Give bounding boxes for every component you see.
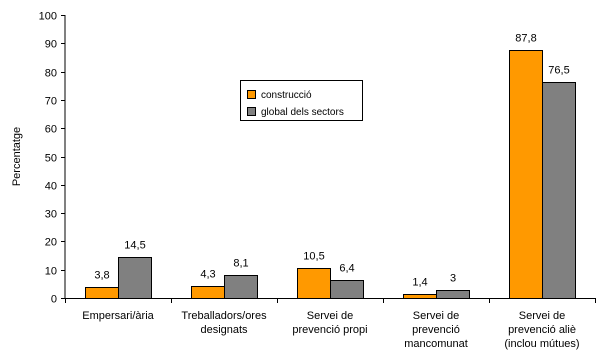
x-tick-label-line: (inclou mútues) [504, 338, 579, 350]
x-tick-label-line: Servei de [413, 310, 459, 322]
data-label: 3,8 [94, 270, 109, 282]
data-label: 3 [450, 273, 456, 285]
x-tick-label-line: Empersari/ària [82, 310, 154, 322]
y-tick-label: 100 [39, 11, 57, 23]
data-label: 1,4 [412, 277, 427, 289]
data-label: 6,4 [339, 263, 354, 275]
x-tick-label-line: Servei de [307, 310, 353, 322]
data-label: 87,8 [515, 33, 536, 45]
y-tick-label: 70 [45, 96, 57, 108]
bar-global-dels-sectors [330, 280, 364, 299]
legend-box [240, 80, 363, 121]
y-tick-label: 50 [45, 153, 57, 165]
x-tick-label-line: Servei de [519, 310, 565, 322]
x-tick-label-line: prevenció propi [292, 324, 367, 336]
bar-construcci [85, 287, 119, 299]
bars [85, 50, 576, 299]
bar-global-dels-sectors [542, 82, 576, 299]
bar-global-dels-sectors [118, 257, 152, 299]
x-tick-label: Servei de prevenció propi [292, 310, 367, 336]
x-tick-label: Servei de prevenció mancomunat [404, 310, 468, 350]
x-tick-label: Servei de prevenció aliè (inclou mútues) [504, 310, 579, 350]
x-tick-label-line: designats [200, 324, 248, 336]
legend-label-construcci: construcció [261, 90, 312, 101]
data-label: 8,1 [233, 258, 248, 270]
x-tick-label-line: Treballadors/ores [181, 310, 267, 322]
y-tick-label: 0 [51, 294, 57, 306]
data-label: 14,5 [124, 240, 145, 252]
legend-swatch-construcci [247, 90, 256, 99]
y-tick-label: 90 [45, 39, 57, 51]
y-tick-label: 40 [45, 181, 57, 193]
bar-construcci [297, 268, 331, 299]
bar-global-dels-sectors [224, 275, 258, 299]
bar-construcci [509, 50, 543, 299]
x-tick-label-line: prevenció aliè [508, 324, 576, 336]
legend: construcció global dels sectors [240, 80, 363, 121]
x-axis: Empersari/ària Treballadors/ores designats… [65, 298, 596, 350]
y-tick-label: 20 [45, 237, 57, 249]
bar-global-dels-sectors [436, 290, 470, 299]
bar-construcci [191, 286, 225, 299]
x-tick-label: Treballadors/ores designats [181, 310, 267, 336]
y-tick-label: 10 [45, 266, 57, 278]
y-tick-label: 60 [45, 124, 57, 136]
y-tick-label: 30 [45, 209, 57, 221]
y-axis: 0 10 20 30 40 50 60 70 80 90 100 [39, 11, 66, 306]
data-label: 10,5 [303, 251, 324, 263]
bar-construcci [403, 294, 437, 299]
x-tick-label: Empersari/ària [82, 310, 154, 322]
data-label: 4,3 [200, 269, 215, 281]
y-tick-label: 80 [45, 68, 57, 80]
x-tick-label-line: prevenció [412, 324, 460, 336]
x-tick-label-line: mancomunat [404, 338, 468, 350]
legend-label-global-dels-sectors: global dels sectors [261, 107, 344, 118]
data-labels: 3,8 14,5 4,3 8,1 10,5 6,4 1,4 3 87,8 76,5 [94, 33, 569, 289]
legend-swatch-global-dels-sectors [247, 107, 256, 116]
data-label: 76,5 [548, 65, 569, 77]
y-axis-label: Percentatge [11, 127, 23, 186]
